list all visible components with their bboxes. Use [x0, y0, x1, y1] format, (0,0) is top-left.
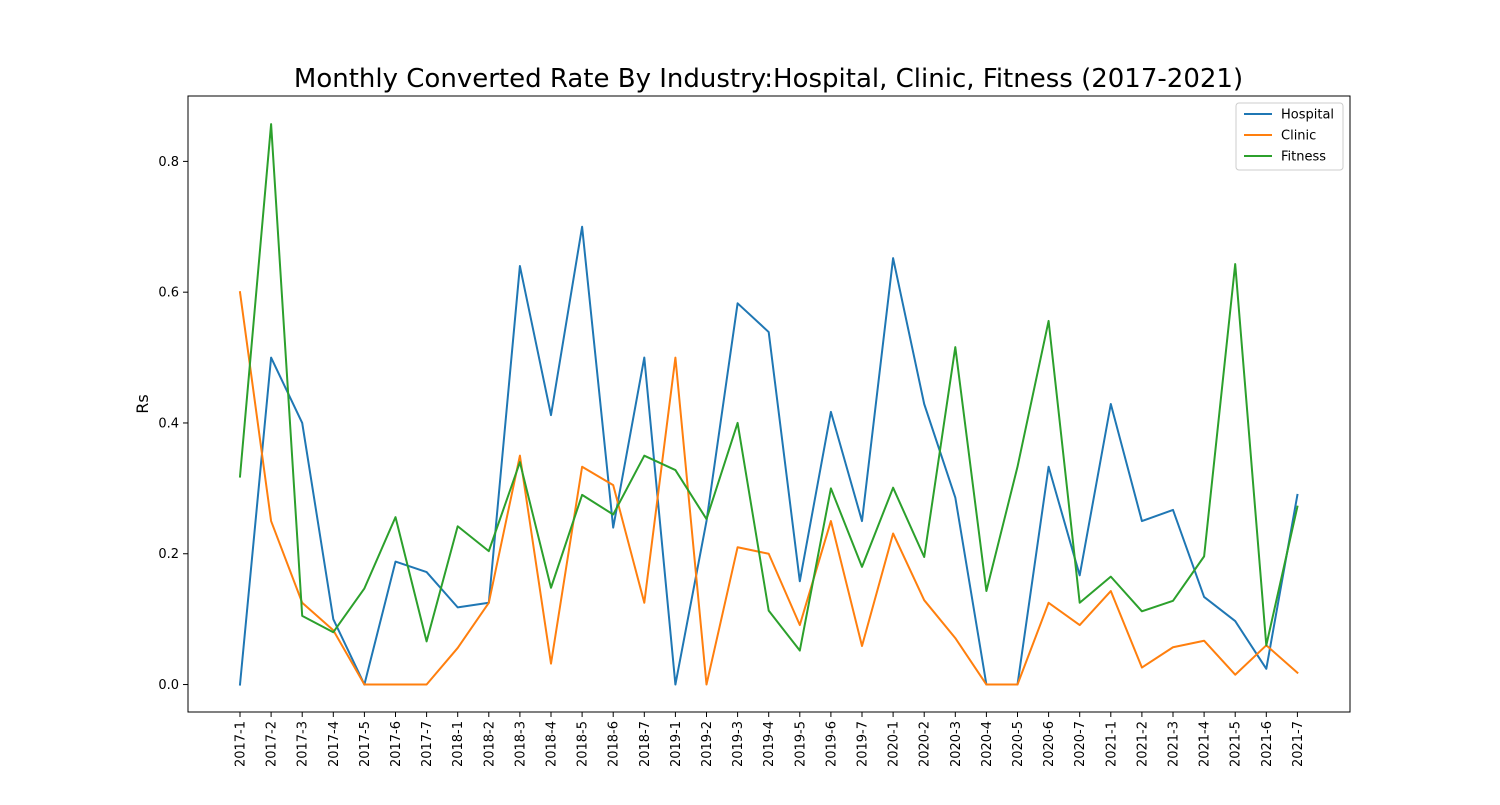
- series-line-fitness: [238, 123, 1299, 652]
- legend-box: [1235, 102, 1344, 171]
- y-axis-label: Rs: [133, 394, 152, 413]
- y-tick-label: 0.0: [158, 678, 179, 693]
- x-tick-label: 2020-6: [1042, 721, 1057, 767]
- x-tick-label: 2018-4: [545, 721, 560, 767]
- x-tick-label: 2017-3: [296, 721, 311, 767]
- legend-label-fitness: Fitness: [1281, 150, 1326, 165]
- y-tick-label: 0.8: [158, 155, 179, 170]
- x-tick-label: 2019-6: [824, 721, 839, 767]
- x-tick-label: 2020-7: [1073, 721, 1088, 767]
- x-tick-label: 2017-7: [420, 721, 435, 767]
- x-tick-label: 2018-7: [638, 721, 653, 767]
- x-tick-label: 2018-1: [451, 721, 466, 767]
- legend: Hospital Clinic Fitness: [1235, 102, 1344, 171]
- x-tick-label: 2019-1: [669, 721, 684, 767]
- x-tick-label: 2020-4: [980, 721, 995, 767]
- x-tick-label: 2017-4: [327, 721, 342, 767]
- x-tick-label: 2018-2: [482, 721, 497, 767]
- x-tick-label: 2018-3: [513, 721, 528, 767]
- x-tick-label: 2020-5: [1011, 721, 1026, 767]
- x-tick-label: 2021-4: [1198, 721, 1213, 767]
- x-tick-label: 2018-5: [576, 721, 591, 767]
- y-tick-label: 0.4: [158, 416, 179, 431]
- x-tick-label: 2021-6: [1260, 721, 1275, 767]
- plot-area: 0.0 0.2 0.4 0.6 0.8 2017-1 2017-2 2017-3 2017-4 2…: [158, 95, 1351, 767]
- x-tick-label: 2019-7: [856, 721, 871, 767]
- x-tick-label: 2020-3: [949, 721, 964, 767]
- x-tick-label: 2021-2: [1135, 721, 1150, 767]
- x-tick-label: 2019-4: [762, 721, 777, 767]
- x-tick-label: 2021-5: [1229, 721, 1244, 767]
- x-tick-label: 2019-3: [731, 721, 746, 767]
- series-line-clinic: [238, 291, 1299, 686]
- x-tick-label: 2018-6: [607, 721, 622, 767]
- chart-title: Monthly Converted Rate By Industry:Hospi…: [294, 64, 1243, 94]
- x-tick-label: 2019-2: [700, 721, 715, 767]
- y-tick-label: 0.6: [158, 286, 179, 301]
- legend-label-hospital: Hospital: [1281, 108, 1334, 123]
- x-tick-label: 2019-5: [793, 721, 808, 767]
- y-tick-label: 0.2: [158, 547, 179, 562]
- x-tick-label: 2017-2: [265, 721, 280, 767]
- x-tick-label: 2020-2: [918, 721, 933, 767]
- x-tick-label: 2021-1: [1104, 721, 1119, 767]
- x-tick-label: 2017-5: [358, 721, 373, 767]
- x-tick-label: 2017-1: [234, 721, 249, 767]
- x-tick-label: 2021-7: [1291, 721, 1306, 767]
- series-line-hospital: [238, 225, 1299, 686]
- x-tick-label: 2020-1: [887, 721, 902, 767]
- x-tick-label: 2017-6: [389, 721, 404, 767]
- legend-label-clinic: Clinic: [1281, 129, 1316, 144]
- x-tick-label: 2021-3: [1167, 721, 1182, 767]
